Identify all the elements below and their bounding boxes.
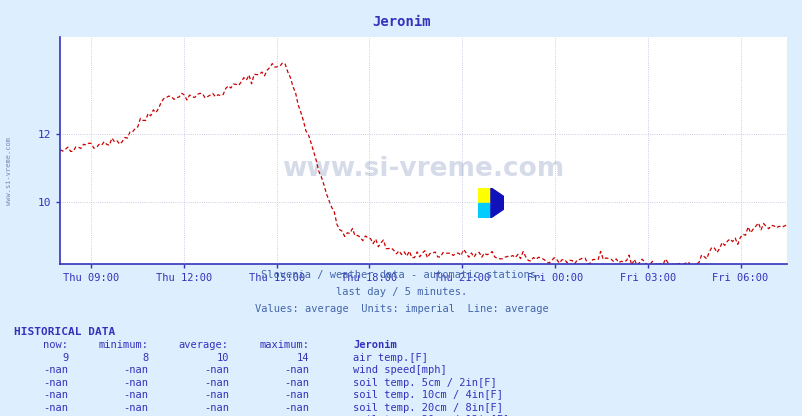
Text: Values: average  Units: imperial  Line: average: Values: average Units: imperial Line: av… xyxy=(254,304,548,314)
Text: soil temp. 10cm / 4in[F]: soil temp. 10cm / 4in[F] xyxy=(353,390,503,400)
Text: last day / 5 minutes.: last day / 5 minutes. xyxy=(335,287,467,297)
Text: -nan: -nan xyxy=(284,403,309,413)
Text: -nan: -nan xyxy=(124,378,148,388)
Text: 10: 10 xyxy=(216,353,229,363)
Text: -nan: -nan xyxy=(124,403,148,413)
Text: 14: 14 xyxy=(296,353,309,363)
Text: soil temp. 20cm / 8in[F]: soil temp. 20cm / 8in[F] xyxy=(353,403,503,413)
Text: Slovenia / weather data - automatic stations.: Slovenia / weather data - automatic stat… xyxy=(261,270,541,280)
Text: -nan: -nan xyxy=(284,415,309,416)
Text: air temp.[F]: air temp.[F] xyxy=(353,353,427,363)
Text: 9: 9 xyxy=(62,353,68,363)
Text: -nan: -nan xyxy=(43,378,68,388)
Text: -nan: -nan xyxy=(204,365,229,375)
Text: -nan: -nan xyxy=(204,415,229,416)
Polygon shape xyxy=(490,188,504,218)
Text: -nan: -nan xyxy=(204,390,229,400)
Polygon shape xyxy=(477,188,490,203)
Text: soil temp. 5cm / 2in[F]: soil temp. 5cm / 2in[F] xyxy=(353,378,496,388)
Text: -nan: -nan xyxy=(43,390,68,400)
Text: average:: average: xyxy=(179,340,229,350)
Text: minimum:: minimum: xyxy=(99,340,148,350)
Text: now:: now: xyxy=(43,340,68,350)
Text: www.si-vreme.com: www.si-vreme.com xyxy=(6,136,12,205)
Text: -nan: -nan xyxy=(43,403,68,413)
Text: 8: 8 xyxy=(142,353,148,363)
Text: HISTORICAL DATA: HISTORICAL DATA xyxy=(14,327,115,337)
Text: maximum:: maximum: xyxy=(259,340,309,350)
Text: -nan: -nan xyxy=(204,378,229,388)
Text: wind speed[mph]: wind speed[mph] xyxy=(353,365,447,375)
Text: -nan: -nan xyxy=(124,390,148,400)
Polygon shape xyxy=(477,203,490,218)
Text: soil temp. 30cm / 12in[F]: soil temp. 30cm / 12in[F] xyxy=(353,415,509,416)
Text: www.si-vreme.com: www.si-vreme.com xyxy=(282,156,564,182)
Text: -nan: -nan xyxy=(284,365,309,375)
Text: Jeronim: Jeronim xyxy=(371,15,431,29)
Text: -nan: -nan xyxy=(284,378,309,388)
Text: -nan: -nan xyxy=(204,403,229,413)
Text: -nan: -nan xyxy=(284,390,309,400)
Text: -nan: -nan xyxy=(124,415,148,416)
Text: -nan: -nan xyxy=(124,365,148,375)
Text: -nan: -nan xyxy=(43,365,68,375)
Text: Jeronim: Jeronim xyxy=(353,340,396,350)
Text: -nan: -nan xyxy=(43,415,68,416)
